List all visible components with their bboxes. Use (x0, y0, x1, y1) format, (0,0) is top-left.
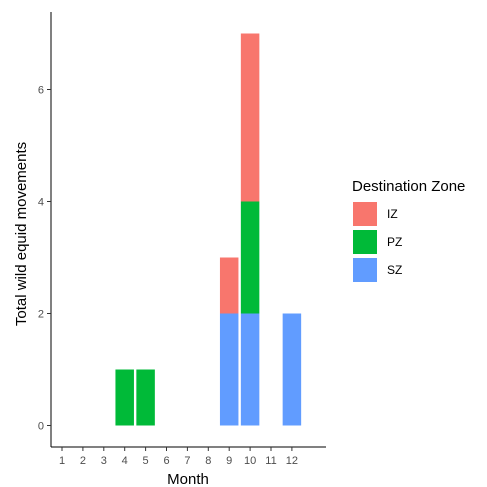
y-tick-label: 6 (38, 85, 44, 97)
legend-key-sz (353, 258, 377, 282)
legend: Destination Zone IZ PZ SZ (352, 178, 465, 282)
y-tick-label: 4 (38, 197, 44, 209)
legend-label-iz: IZ (387, 207, 398, 221)
bar-segment-pz-month-4 (115, 369, 134, 426)
x-tick-label: 4 (122, 455, 128, 467)
legend-entries: IZ PZ SZ (353, 202, 402, 282)
bar-segment-iz-month-10 (240, 33, 260, 202)
y-axis-ticks: 0 2 4 6 (38, 85, 51, 433)
y-tick-label: 0 (38, 421, 44, 433)
legend-label-pz: PZ (387, 235, 402, 249)
x-tick-label: 7 (184, 455, 190, 467)
legend-key-pz (353, 230, 377, 254)
x-tick-label: 8 (205, 455, 211, 467)
legend-label-sz: SZ (387, 263, 402, 277)
x-tick-label: 6 (163, 455, 169, 467)
x-tick-label: 10 (244, 455, 256, 467)
legend-key-iz (353, 202, 377, 226)
bar-segment-sz-month-12 (282, 313, 302, 426)
bar-segment-sz-month-10 (240, 313, 260, 426)
x-tick-label: 1 (59, 455, 65, 467)
x-tick-label: 11 (265, 455, 276, 467)
x-tick-label: 5 (143, 455, 149, 467)
x-axis-ticks: 1 2 3 4 5 6 7 8 9 10 11 12 (59, 447, 298, 467)
legend-title: Destination Zone (352, 178, 465, 195)
bar-segment-iz-month-9 (219, 257, 239, 314)
y-axis-title: Total wild equid movements (13, 142, 30, 326)
y-tick-label: 2 (38, 309, 44, 321)
bar-segment-pz-month-5 (136, 369, 155, 426)
bars-group (115, 33, 302, 426)
x-axis-title: Month (167, 471, 209, 487)
x-tick-label: 2 (80, 455, 86, 467)
bar-segment-sz-month-9 (219, 313, 239, 426)
x-tick-label: 9 (226, 455, 232, 467)
x-tick-label: 12 (286, 455, 298, 467)
bar-segment-pz-month-10 (240, 201, 260, 314)
x-tick-label: 3 (101, 455, 107, 467)
